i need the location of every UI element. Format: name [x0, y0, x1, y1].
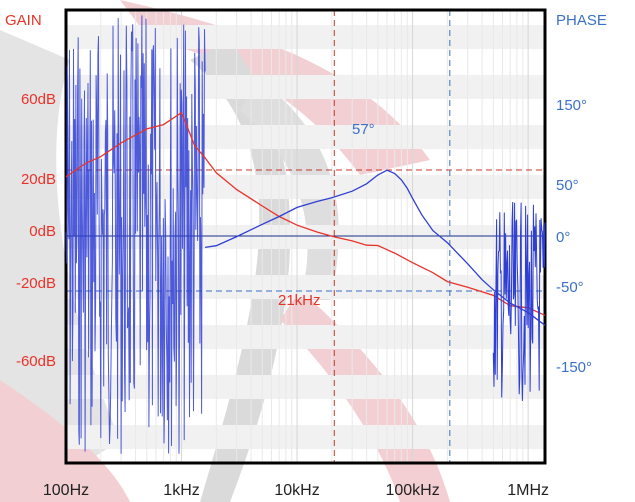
phase-tick-label: -50°	[556, 279, 584, 296]
crossover-frequency-label: 21kHz	[278, 292, 321, 309]
phase-tick-label: -150°	[556, 359, 592, 376]
gain-tick-label: -60dB	[16, 353, 56, 370]
x-tick-label: 100Hz	[43, 482, 89, 499]
x-tick-label: 100kHz	[385, 482, 439, 499]
gain-tick-label: 20dB	[21, 171, 56, 188]
phase-axis-label: PHASE	[556, 12, 607, 29]
x-tick-label: 1MHz	[507, 482, 549, 499]
grid-band	[66, 325, 545, 349]
grid-band	[66, 225, 545, 249]
gain-tick-label: 0dB	[29, 223, 56, 240]
axis-tick-labels: 100Hz 1kHz 10kHz 100kHz 1MHz 60dB 20dB 0dB -20dB…	[16, 91, 592, 499]
grid-band	[66, 375, 545, 399]
phase-tick-label: 50°	[556, 177, 579, 194]
phase-margin-label: 57°	[352, 121, 375, 138]
phase-noise-trace	[65, 15, 206, 454]
phase-high-frequency-noise	[492, 201, 546, 402]
phase-curve	[205, 169, 546, 326]
plot-curves	[65, 15, 546, 454]
phase-tick-label: 0°	[556, 229, 570, 246]
x-tick-label: 1kHz	[163, 482, 199, 499]
gain-axis-label: GAIN	[5, 12, 42, 29]
gain-curve	[65, 111, 546, 316]
grid-band	[66, 425, 545, 449]
gain-tick-label: 60dB	[21, 91, 56, 108]
gain-tick-label: -20dB	[16, 275, 56, 292]
x-tick-label: 10kHz	[274, 482, 319, 499]
phase-tick-label: 150°	[556, 97, 587, 114]
